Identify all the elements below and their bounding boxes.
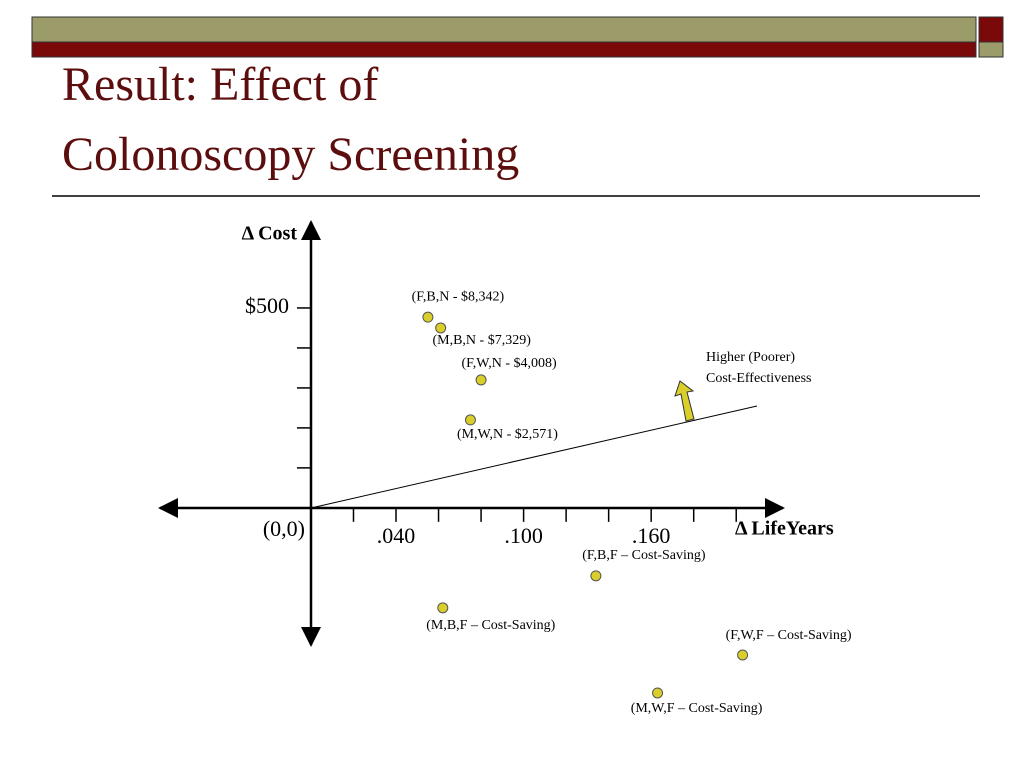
point-label: (M,B,F – Cost-Saving) [426, 618, 555, 633]
title: Colonoscopy Screening [62, 128, 519, 181]
point-label: (M,W,N - $2,571) [457, 427, 558, 442]
point-label: (M,B,N - $7,329) [432, 333, 531, 348]
point-label: (F,W,F – Cost-Saving) [726, 628, 852, 643]
annotation: Cost-Effectiveness [706, 371, 812, 386]
point [464, 414, 476, 426]
point-label: (F,W,N - $4,008) [461, 356, 557, 371]
header-square [978, 41, 1004, 58]
point-label: (F,B,N - $8,342) [412, 289, 505, 304]
origin-label: (0,0) [263, 516, 305, 541]
x-tick-label: .160 [632, 523, 671, 548]
x-tick-label: .100 [504, 523, 543, 548]
point [475, 374, 487, 386]
point [652, 687, 664, 699]
x-axis-label: Δ LifeYears [735, 518, 834, 540]
y-axis-label: Δ Cost [242, 223, 298, 245]
point [437, 602, 449, 614]
header-bar [31, 41, 977, 58]
threshold-line [310, 405, 758, 509]
header-bar [31, 16, 977, 43]
point [590, 570, 602, 582]
header-square [978, 16, 1004, 43]
point-label: (M,W,F – Cost-Saving) [631, 701, 763, 716]
point [737, 649, 749, 661]
annotation: Higher (Poorer) [706, 350, 795, 365]
x-tick-label: .040 [377, 523, 416, 548]
y-tick-label: $500 [245, 293, 289, 318]
arrow [674, 380, 695, 422]
point-label: (F,B,F – Cost-Saving) [582, 548, 706, 563]
point [435, 322, 447, 334]
title: Result: Effect of [62, 58, 378, 111]
point [422, 311, 434, 323]
